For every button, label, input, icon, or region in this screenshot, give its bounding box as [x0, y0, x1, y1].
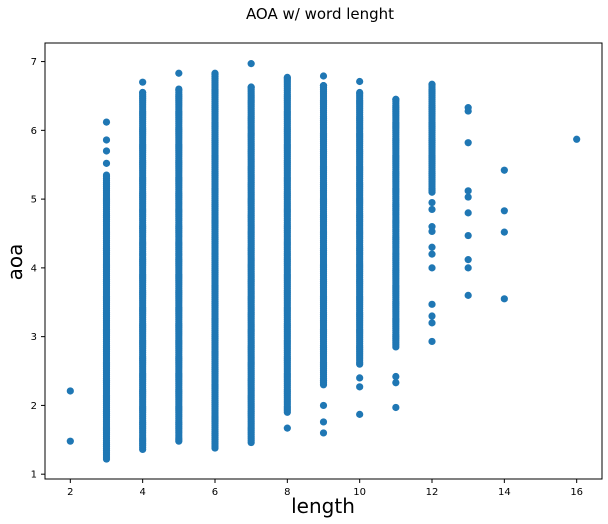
- data-points: [66, 60, 581, 463]
- data-point: [356, 77, 364, 86]
- data-point: [464, 139, 472, 147]
- data-point: [500, 228, 508, 236]
- data-point: [175, 69, 183, 77]
- x-tick-label: 14: [498, 487, 511, 498]
- data-point: [392, 372, 400, 381]
- data-point: [428, 205, 436, 214]
- data-point: [319, 429, 328, 437]
- data-point: [283, 73, 291, 81]
- data-point: [428, 312, 436, 320]
- data-point: [428, 80, 436, 88]
- data-point: [428, 264, 436, 272]
- data-point: [464, 209, 472, 217]
- data-point: [428, 198, 436, 207]
- data-point: [356, 383, 364, 391]
- y-tick-label: 3: [31, 332, 37, 343]
- data-point: [139, 88, 147, 97]
- x-tick-label: 4: [139, 487, 145, 498]
- data-point: [464, 187, 472, 195]
- x-tick-label: 2: [67, 487, 73, 498]
- data-point: [102, 147, 111, 155]
- data-point: [428, 243, 436, 251]
- data-point: [464, 291, 472, 299]
- y-axis: 1 2 3 4 5 6 7: [31, 57, 45, 481]
- data-point: [211, 69, 219, 77]
- data-point: [428, 319, 436, 327]
- y-tick-label: 5: [31, 195, 37, 206]
- data-point: [247, 60, 255, 68]
- data-point: [319, 418, 328, 426]
- data-point: [66, 437, 74, 445]
- data-point: [356, 410, 364, 418]
- x-axis: 2 4 6 8 10 12 14 16: [67, 479, 583, 498]
- data-point: [428, 337, 436, 346]
- data-point: [319, 82, 328, 90]
- data-point: [392, 95, 400, 103]
- y-tick-label: 2: [31, 401, 37, 412]
- y-tick-label: 4: [31, 263, 37, 274]
- x-axis-label: length: [291, 494, 355, 518]
- data-point: [175, 85, 183, 93]
- plot-frame: [44, 42, 603, 480]
- data-point: [356, 374, 364, 382]
- data-point: [500, 207, 508, 215]
- y-tick-label: 7: [31, 57, 37, 68]
- data-point: [283, 424, 291, 432]
- data-point: [102, 171, 111, 179]
- data-point: [102, 118, 111, 126]
- data-point: [102, 136, 111, 144]
- data-point: [319, 401, 328, 410]
- data-point: [102, 159, 111, 167]
- data-point: [392, 403, 400, 412]
- data-point: [464, 231, 472, 240]
- y-tick-label: 6: [31, 126, 37, 137]
- data-point: [464, 256, 472, 264]
- x-tick-label: 16: [570, 487, 583, 498]
- data-point: [573, 135, 581, 143]
- data-point: [428, 223, 436, 231]
- chart-title: AOA w/ word lenght: [246, 5, 394, 23]
- data-point: [66, 387, 74, 395]
- x-tick-label: 10: [353, 487, 366, 498]
- data-point: [428, 300, 436, 308]
- y-axis-label: aoa: [3, 244, 27, 281]
- x-tick-label: 6: [212, 487, 218, 498]
- data-point: [392, 379, 400, 387]
- x-tick-label: 8: [284, 487, 290, 498]
- data-point: [464, 193, 472, 201]
- x-tick-label: 12: [426, 487, 439, 498]
- data-point: [464, 104, 472, 112]
- data-point: [247, 83, 255, 91]
- data-point: [356, 88, 364, 97]
- data-point: [500, 295, 508, 303]
- data-point: [139, 78, 147, 86]
- data-point: [464, 264, 472, 272]
- data-point: [428, 250, 436, 258]
- y-tick-label: 1: [31, 470, 37, 481]
- data-point: [319, 72, 328, 80]
- data-point: [500, 166, 508, 174]
